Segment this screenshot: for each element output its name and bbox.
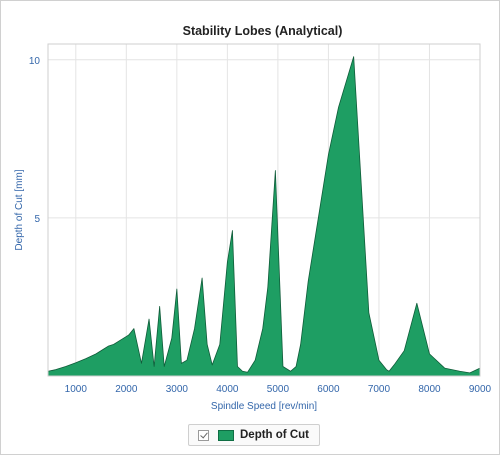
y-tick-label: 5: [34, 214, 40, 225]
axes-layer: 1000 2000 3000 4000 5000 6000 7000 8000 9000 5 10: [29, 43, 492, 395]
legend-label: Depth of Cut: [240, 429, 309, 441]
legend-swatch: [218, 429, 234, 441]
x-tick-label: 2000: [115, 384, 138, 395]
legend[interactable]: Depth of Cut: [188, 424, 320, 446]
series-area-depth-of-cut: [47, 56, 481, 377]
y-axis-label: Depth of Cut [mm]: [14, 169, 25, 250]
x-tick-label: 6000: [317, 384, 340, 395]
x-tick-label: 7000: [368, 384, 391, 395]
series-area-layer: [47, 56, 481, 377]
plot-border: [47, 43, 481, 377]
y-tick-label: 10: [29, 56, 41, 67]
x-tick-label: 4000: [216, 384, 239, 395]
x-tick-label: 9000: [469, 384, 492, 395]
x-axis-label: Spindle Speed [rev/min]: [211, 401, 317, 412]
x-tick-label: 8000: [418, 384, 441, 395]
legend-checkbox[interactable]: [198, 429, 209, 441]
x-tick-label: 5000: [267, 384, 290, 395]
chart-title: Stability Lobes (Analytical): [182, 24, 343, 38]
x-tick-label: 1000: [65, 384, 88, 395]
x-tick-label: 3000: [166, 384, 189, 395]
